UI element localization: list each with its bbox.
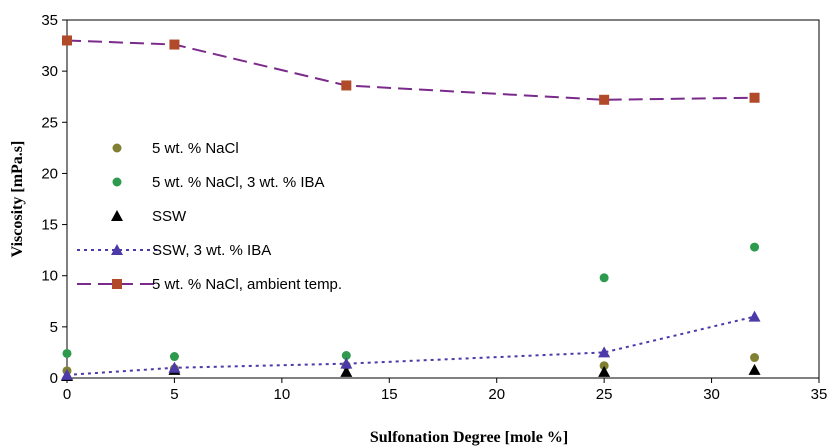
y-tick-label: 10	[41, 268, 58, 285]
y-axis-title: Viscosity [mPa.s]	[9, 141, 26, 258]
series-markers	[61, 35, 761, 381]
series-1-point	[62, 348, 72, 358]
x-tick-label: 15	[381, 386, 398, 403]
legend-label-4: 5 wt. % NaCl, ambient temp.	[152, 276, 342, 293]
legend-marker-3	[111, 244, 123, 255]
x-axis-title: Sulfonation Degree [mole %]	[370, 429, 568, 446]
series-4-point	[599, 94, 610, 105]
x-tick-label: 35	[811, 386, 828, 403]
y-tick-label: 15	[41, 217, 58, 234]
x-tick-label: 5	[170, 386, 178, 403]
series-1-point	[341, 350, 351, 360]
series-4-point	[341, 80, 352, 91]
series-3-point	[340, 357, 353, 369]
y-tick-label: 35	[41, 12, 58, 29]
y-tick-label: 20	[41, 165, 58, 182]
series-4-point	[749, 92, 760, 103]
series-1-point	[169, 352, 179, 362]
series-3-line	[66, 315, 755, 376]
y-tick-label: 25	[41, 114, 58, 131]
legend-marker-0	[112, 143, 122, 153]
series-3-point	[61, 368, 73, 380]
series-4-point	[62, 35, 72, 46]
series-2-point	[598, 365, 611, 377]
series-3-point	[598, 346, 611, 358]
y-tick-label: 30	[41, 63, 58, 80]
legend-label-2: SSW	[152, 208, 187, 225]
series-2-point	[748, 363, 761, 375]
axes: 0 5 10 15 20 25 30 35 0 5 10 15 20 25 30 35	[41, 12, 827, 403]
plot-area-frame	[66, 19, 820, 379]
legend-label-0: 5 wt. % NaCl	[152, 140, 239, 157]
y-tick-label: 5	[50, 319, 58, 336]
x-tick-label: 20	[488, 386, 505, 403]
legend-marker-4	[112, 279, 122, 289]
series-0-point	[599, 361, 609, 371]
series-1-point	[750, 242, 760, 252]
y-tick-label: 0	[50, 370, 58, 387]
legend-marker-2	[111, 210, 123, 221]
series-2-point	[340, 365, 353, 377]
series-3-point	[168, 361, 181, 373]
x-tick-label: 25	[596, 386, 613, 403]
legend-label-1: 5 wt. % NaCl, 3 wt. % IBA	[152, 174, 325, 191]
series-0-point	[750, 353, 760, 363]
series-1-point	[599, 273, 609, 283]
legend: 5 wt. % NaCl 5 wt. % NaCl, 3 wt. % IBA SSW…	[77, 140, 342, 293]
x-tick-label: 10	[274, 386, 291, 403]
series-3-point	[748, 310, 761, 322]
x-tick-label: 30	[703, 386, 720, 403]
series-4-point	[169, 39, 180, 50]
legend-label-3: SSW, 3 wt. % IBA	[152, 242, 271, 259]
x-tick-label: 0	[63, 386, 71, 403]
legend-marker-1	[112, 177, 122, 187]
